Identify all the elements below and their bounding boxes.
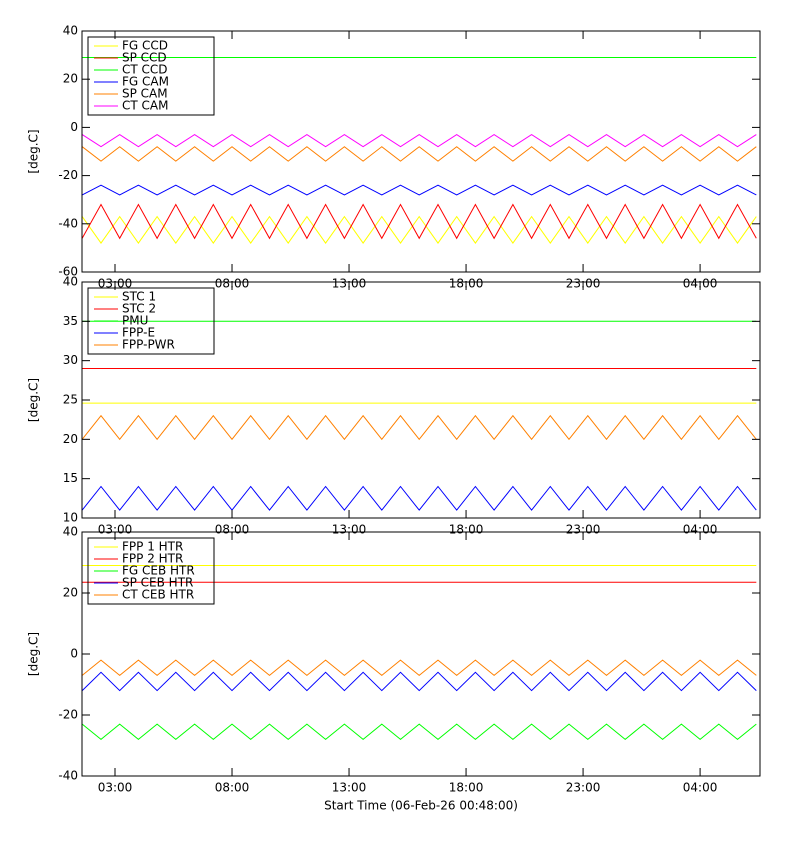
legend-label: FPP-E — [122, 326, 155, 340]
x-tick-label: 13:00 — [332, 781, 367, 795]
legend-label: PMU — [122, 314, 148, 328]
y-tick-label: 40 — [63, 24, 78, 38]
plot-frame — [81, 281, 761, 519]
legend-box — [87, 537, 215, 605]
legend-label: SP CEB HTR — [122, 576, 193, 590]
x-tick-label: 04:00 — [683, 781, 718, 795]
series-line — [81, 146, 757, 162]
y-tick-label: 20 — [63, 432, 78, 446]
legend-label: STC 2 — [122, 302, 156, 316]
x-axis-label: Start Time (06-Feb-26 00:48:00) — [324, 799, 518, 813]
y-tick-label: -40 — [58, 216, 78, 230]
y-tick-label: 40 — [63, 275, 78, 289]
y-tick-label: 15 — [63, 471, 78, 485]
y-tick-label: 20 — [63, 72, 78, 86]
series-line — [81, 414, 757, 441]
x-tick-label: 18:00 — [449, 781, 484, 795]
x-tick-label: 08:00 — [215, 781, 250, 795]
series-line — [81, 485, 757, 511]
y-tick-label: -60 — [58, 265, 78, 279]
series-line — [81, 134, 757, 148]
y-tick-label: -20 — [58, 708, 78, 722]
series-line — [81, 723, 757, 741]
plot-frame — [81, 30, 761, 273]
legend-label: FG CEB HTR — [122, 564, 195, 578]
y-tick-label: 30 — [63, 353, 78, 367]
series-line — [81, 659, 757, 677]
legend-label: STC 1 — [122, 290, 156, 304]
y-tick-label: 20 — [63, 586, 78, 600]
legend-label: CT CEB HTR — [122, 588, 194, 602]
x-tick-label: 04:00 — [683, 523, 718, 537]
x-tick-label: 23:00 — [566, 781, 601, 795]
x-tick-label: 08:00 — [215, 523, 250, 537]
y-tick-label: 10 — [63, 511, 78, 525]
legend-label: FG CAM — [122, 75, 169, 89]
legend-label: CT CAM — [122, 99, 168, 113]
legend-label: FPP 2 HTR — [122, 552, 183, 566]
series-line — [81, 184, 757, 196]
legend-box — [87, 36, 215, 116]
x-tick-label: 03:00 — [98, 523, 133, 537]
legend-label: SP CCD — [122, 51, 167, 65]
x-tick-label: 13:00 — [332, 523, 367, 537]
series-line — [81, 671, 757, 692]
x-tick-label: 23:00 — [566, 523, 601, 537]
y-tick-label: -40 — [58, 769, 78, 783]
y-tick-label: 40 — [63, 525, 78, 539]
y-axis-label: [deg.C] — [27, 129, 41, 173]
y-tick-label: 0 — [70, 647, 78, 661]
y-tick-label: 25 — [63, 393, 78, 407]
y-tick-label: 0 — [70, 120, 78, 134]
legend-label: SP CAM — [122, 87, 168, 101]
legend-label: FG CCD — [122, 39, 168, 53]
legend-label: FPP-PWR — [122, 338, 175, 352]
y-axis-label: [deg.C] — [27, 632, 41, 676]
y-tick-label: 35 — [63, 314, 78, 328]
series-line — [81, 215, 757, 244]
legend-label: CT CCD — [122, 63, 168, 77]
x-tick-label: 18:00 — [449, 523, 484, 537]
series-line — [81, 203, 757, 240]
y-tick-label: -20 — [58, 168, 78, 182]
y-axis-label: [deg.C] — [27, 378, 41, 422]
x-tick-label: 03:00 — [98, 781, 133, 795]
legend-box — [87, 287, 215, 355]
legend-label: FPP 1 HTR — [122, 540, 183, 554]
